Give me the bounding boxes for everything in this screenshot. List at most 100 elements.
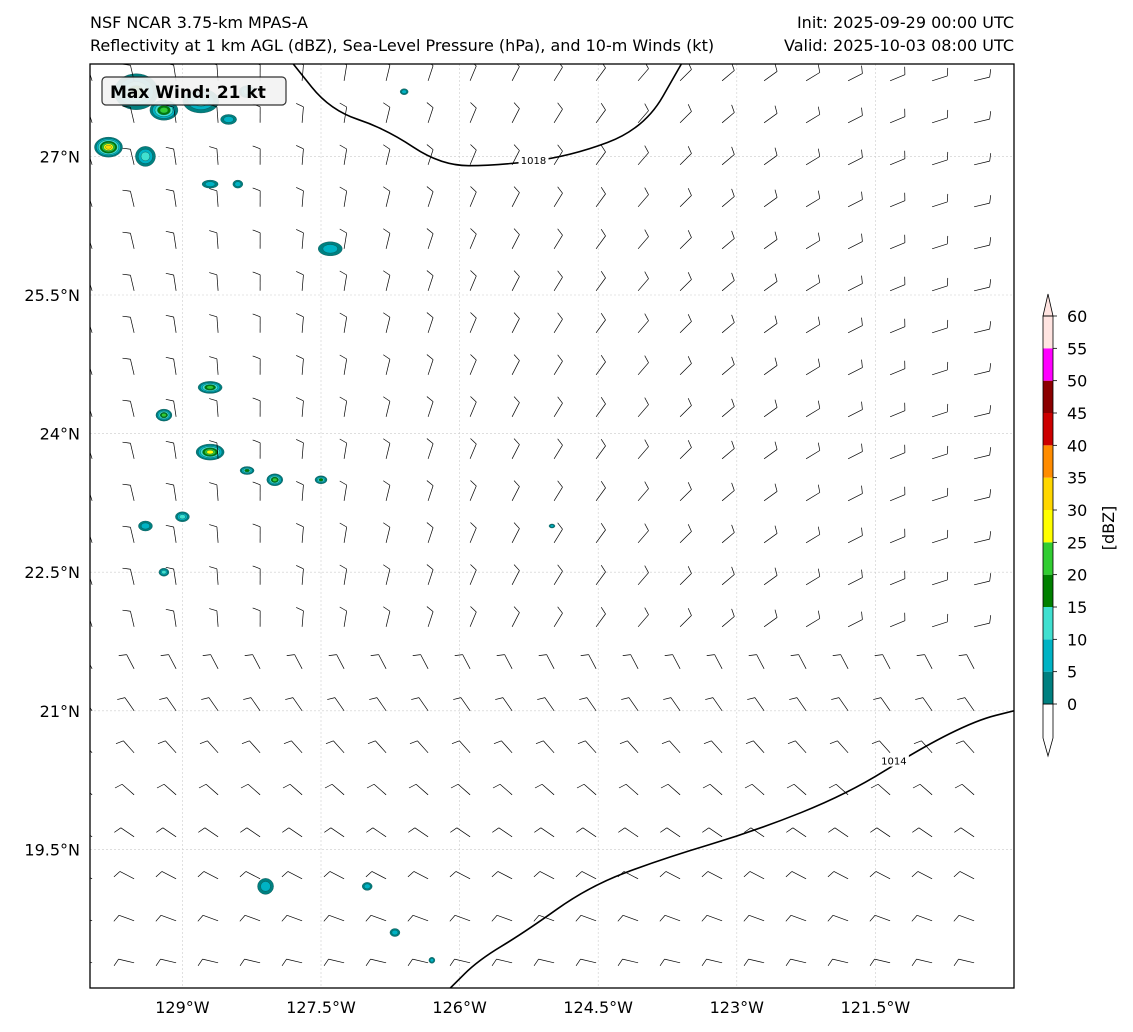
wind-barb bbox=[90, 493, 93, 501]
wind-barb bbox=[324, 827, 345, 838]
wind-barb bbox=[281, 958, 303, 966]
wind-barb bbox=[659, 871, 681, 880]
wind-barb bbox=[637, 607, 649, 628]
wind-barb bbox=[637, 565, 649, 586]
wind-barb bbox=[201, 697, 219, 711]
wind-barb bbox=[533, 871, 555, 880]
wind-barb bbox=[595, 606, 606, 628]
wind-barb bbox=[90, 409, 93, 417]
wind-barb bbox=[785, 914, 807, 922]
wind-barb bbox=[122, 525, 135, 543]
wind-barb bbox=[576, 783, 597, 796]
wind-barb bbox=[974, 489, 992, 502]
wind-barb bbox=[426, 606, 434, 627]
wind-barb bbox=[157, 740, 177, 754]
wind-barb bbox=[296, 313, 304, 333]
wind-barb bbox=[869, 958, 891, 966]
wind-barb bbox=[469, 186, 477, 207]
wind-barb bbox=[827, 871, 849, 880]
wind-barb bbox=[496, 654, 513, 669]
wind-barb bbox=[469, 522, 477, 543]
wind-barb bbox=[721, 188, 735, 208]
wind-barb bbox=[847, 443, 863, 460]
wind-barb bbox=[831, 697, 849, 711]
wind-barb bbox=[296, 145, 304, 165]
wind-barb bbox=[889, 570, 906, 586]
wind-barb bbox=[296, 187, 304, 207]
wind-barb bbox=[156, 827, 177, 838]
wind-barb bbox=[209, 188, 219, 207]
wind-barb bbox=[763, 147, 778, 166]
wind-barb bbox=[911, 914, 933, 922]
wind-barb bbox=[595, 354, 606, 376]
wind-barb bbox=[679, 314, 692, 334]
wind-barb bbox=[426, 480, 434, 501]
reflectivity-cell bbox=[428, 957, 436, 964]
colorbar-label: [dBZ] bbox=[1099, 506, 1118, 551]
wind-barb bbox=[209, 608, 219, 627]
wind-barb bbox=[122, 231, 135, 249]
wind-barb bbox=[244, 654, 261, 669]
wind-barb bbox=[122, 273, 135, 291]
wind-barb bbox=[619, 740, 639, 754]
wind-barb bbox=[763, 231, 778, 250]
wind-barb bbox=[580, 654, 597, 669]
wind-barb bbox=[252, 481, 261, 501]
wind-barb bbox=[511, 228, 520, 249]
valid-time: Valid: 2025-10-03 08:00 UTC bbox=[783, 36, 1014, 55]
wind-barb bbox=[701, 914, 723, 922]
isobar-line bbox=[449, 710, 1014, 988]
colorbar-tick-label: 30 bbox=[1067, 501, 1087, 520]
wind-barb bbox=[159, 697, 177, 711]
lon-tick-label: 121.5°W bbox=[841, 998, 911, 1017]
reflectivity-cell bbox=[232, 179, 244, 189]
wind-barb bbox=[974, 321, 992, 334]
wind-barb bbox=[721, 356, 735, 376]
wind-barb bbox=[240, 827, 261, 838]
wind-barb bbox=[743, 871, 765, 880]
wind-barb bbox=[296, 523, 304, 543]
wind-barb bbox=[411, 697, 429, 711]
reflectivity-cell bbox=[197, 381, 223, 394]
wind-barb bbox=[285, 697, 303, 711]
wind-barb bbox=[954, 783, 975, 796]
wind-barb bbox=[721, 230, 735, 250]
wind-barb bbox=[617, 958, 639, 966]
longitude-axis: 129°W 127.5°W 126°W 124.5°W 123°W 121.5°W bbox=[155, 998, 910, 1017]
isobar-label-bg bbox=[878, 754, 909, 767]
wind-barb bbox=[296, 565, 304, 585]
wind-barb bbox=[637, 145, 649, 166]
wind-barb bbox=[296, 355, 304, 375]
wind-barb bbox=[847, 359, 863, 376]
wind-barb bbox=[469, 312, 477, 333]
wind-barb bbox=[450, 783, 471, 796]
wind-barb bbox=[874, 654, 891, 669]
wind-barb bbox=[889, 66, 906, 82]
colorbar-tick-label: 10 bbox=[1067, 630, 1087, 649]
wind-barb bbox=[931, 151, 949, 166]
wind-barb bbox=[252, 145, 261, 165]
wind-barb bbox=[511, 564, 520, 585]
wind-barb bbox=[553, 564, 563, 585]
wind-barb bbox=[383, 606, 391, 627]
wind-barb bbox=[763, 399, 778, 418]
lat-tick-label: 24°N bbox=[40, 425, 80, 444]
wind-barb bbox=[366, 783, 387, 796]
wind-barb bbox=[763, 567, 778, 586]
wind-barb bbox=[721, 272, 735, 292]
colorbar-tick-label: 45 bbox=[1067, 404, 1087, 423]
wind-barb bbox=[553, 102, 563, 123]
wind-barb bbox=[847, 485, 863, 502]
wind-barb bbox=[252, 607, 261, 627]
wind-barb bbox=[534, 827, 555, 838]
wind-barb bbox=[533, 958, 555, 966]
wind-barb bbox=[197, 871, 219, 880]
wind-barb bbox=[805, 232, 821, 250]
wind-barb bbox=[553, 228, 563, 249]
wind-barb bbox=[339, 396, 348, 417]
wind-barb bbox=[122, 357, 135, 375]
wind-barb bbox=[889, 150, 906, 166]
wind-barb bbox=[155, 958, 177, 966]
wind-barb bbox=[383, 228, 391, 249]
wind-barb bbox=[469, 64, 477, 81]
